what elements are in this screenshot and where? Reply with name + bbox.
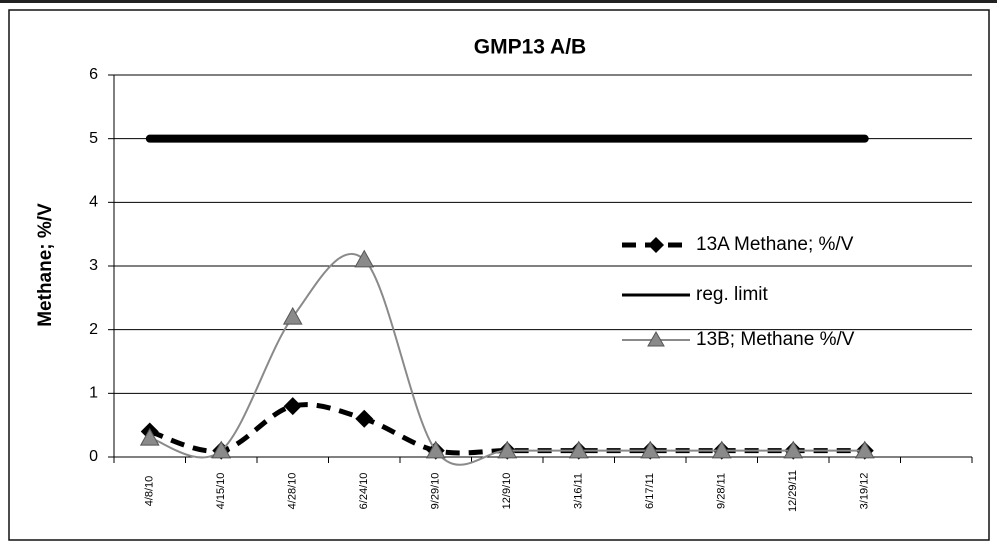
triangle-marker	[282, 306, 303, 325]
triangle-marker	[854, 440, 875, 459]
triangle-marker	[139, 427, 160, 446]
triangle-marker	[568, 440, 589, 459]
y-tick-label: 4	[89, 194, 98, 211]
diamond-marker	[283, 397, 302, 416]
x-tick-label: 6/24/10	[358, 473, 370, 510]
x-tick-label: 3/19/12	[859, 473, 871, 510]
x-tick-label: 9/28/11	[716, 473, 728, 509]
legend-label: 13A Methane; %/V	[696, 234, 854, 255]
diamond-marker	[355, 409, 374, 428]
triangle-marker	[640, 440, 661, 459]
x-tick-label: 12/9/10	[501, 473, 513, 510]
x-tick-label: 12/29/11	[787, 470, 799, 512]
x-tick-label: 4/28/10	[287, 473, 299, 510]
triangle-marker	[711, 440, 732, 459]
y-tick-label: 1	[89, 385, 98, 402]
legend-label: 13B; Methane %/V	[696, 329, 855, 350]
legend-marker	[648, 237, 664, 253]
top-edge	[0, 0, 997, 3]
triangle-marker	[425, 440, 446, 459]
legend-marker	[647, 330, 665, 347]
x-tick-label: 3/16/11	[573, 473, 585, 509]
y-tick-label: 0	[89, 448, 98, 465]
legend-label: reg. limit	[696, 284, 769, 305]
triangle-marker	[354, 249, 375, 268]
triangle-marker	[497, 440, 518, 459]
y-tick-label: 6	[89, 66, 98, 83]
triangle-marker	[211, 440, 232, 459]
chart-title: GMP13 A/B	[474, 36, 586, 59]
x-tick-label: 6/17/11	[644, 473, 656, 509]
y-tick-label: 2	[89, 321, 98, 338]
y-axis-label: Methane; %/V	[35, 203, 56, 327]
y-tick-label: 5	[89, 130, 98, 147]
x-tick-label: 9/29/10	[430, 473, 442, 510]
x-tick-label: 4/8/10	[144, 476, 156, 507]
y-tick-label: 3	[89, 257, 98, 274]
chart-frame	[8, 9, 990, 541]
triangle-marker	[783, 440, 804, 459]
x-tick-label: 4/15/10	[215, 473, 227, 510]
